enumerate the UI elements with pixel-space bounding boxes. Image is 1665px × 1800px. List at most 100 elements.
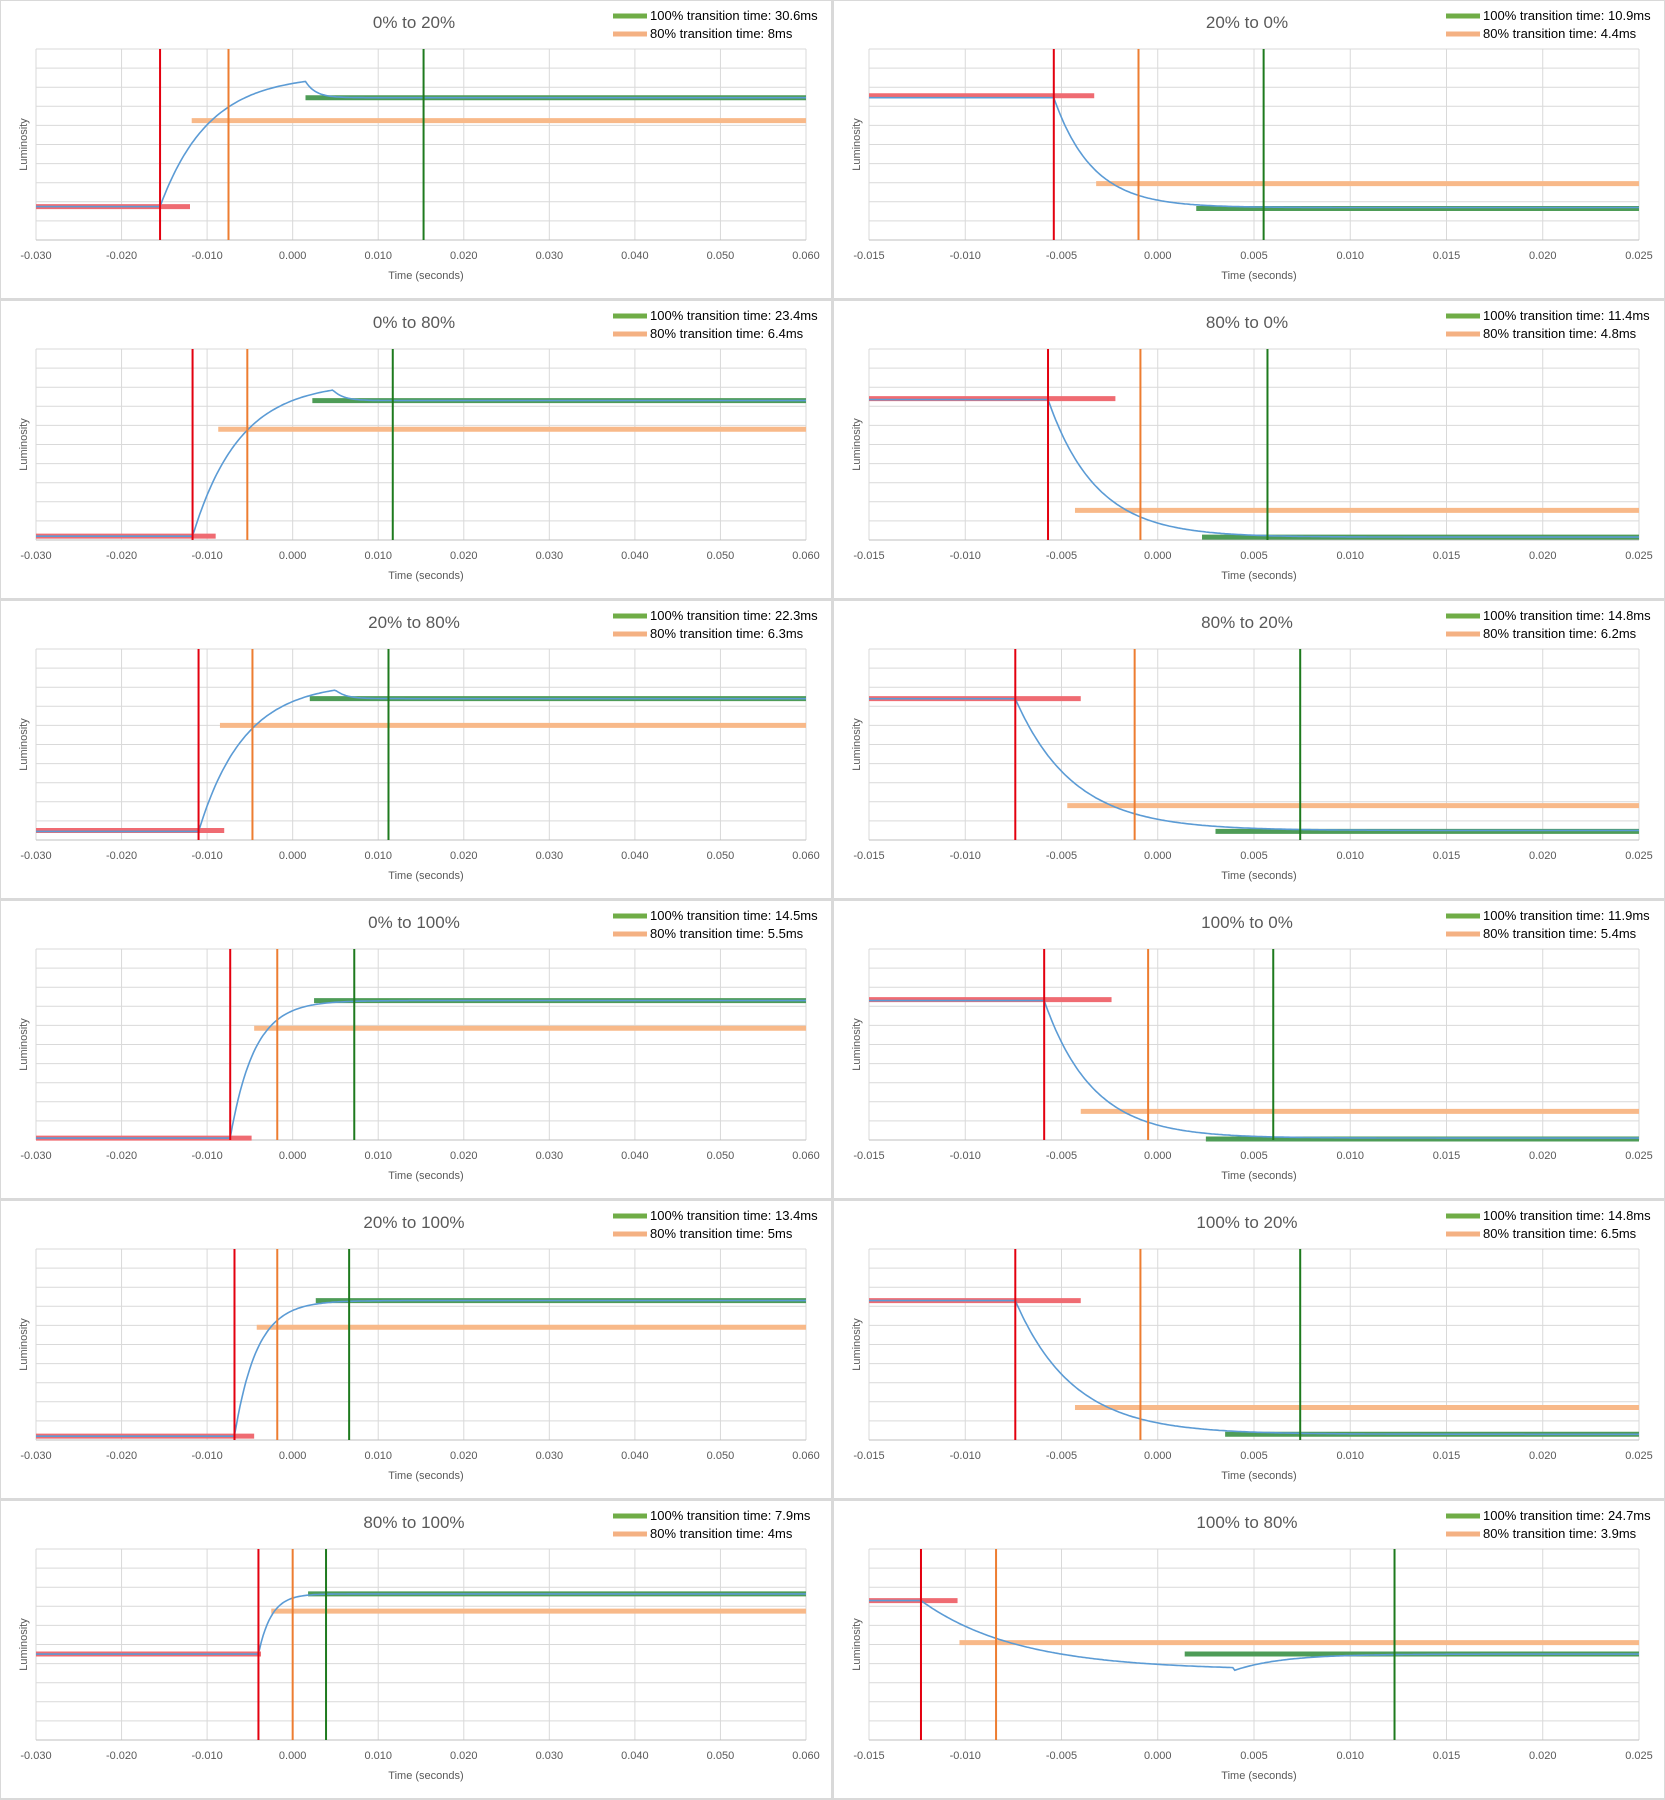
x-tick-label: -0.010 [192,550,223,562]
x-axis-label: Time (seconds) [388,1770,463,1782]
x-tick-label: 0.015 [1433,1450,1461,1462]
chart-svg: -0.030 -0.020 -0.010 0.000 0.010 0.020 0.030 0.… [18,1508,820,1782]
x-tick-label: -0.030 [20,1150,51,1162]
x-tick-label: 0.030 [536,250,564,262]
x-tick-label: 0.020 [1529,250,1557,262]
x-tick-label: -0.030 [20,1750,51,1762]
chart-panel: -0.015 -0.010 -0.005 0.000 0.005 0.010 0.015 0.… [834,1501,1664,1798]
x-tick-label: 0.000 [279,1150,307,1162]
chart-svg: -0.015 -0.010 -0.005 0.000 0.005 0.010 0.015 0.… [851,1208,1653,1482]
x-tick-label: -0.015 [853,250,884,262]
x-tick-label: -0.020 [106,550,137,562]
chart-title: 0% to 100% [368,913,460,932]
x-tick-label: 0.010 [1336,250,1364,262]
x-tick-label: -0.030 [20,1450,51,1462]
y-axis-label: Luminosity [18,1018,30,1071]
luminosity-curve [36,1593,806,1655]
x-tick-label: 0.010 [1336,1750,1364,1762]
x-tick-label: -0.020 [106,250,137,262]
legend-text-80: 80% transition time: 6.4ms [650,326,804,341]
x-tick-label: 0.050 [707,550,735,562]
x-tick-label: -0.030 [20,250,51,262]
chart-title: 20% to 100% [363,1213,464,1232]
x-tick-label: -0.030 [20,550,51,562]
x-tick-label: 0.040 [621,850,649,862]
x-tick-label: -0.010 [192,1450,223,1462]
x-tick-label: 0.040 [621,1450,649,1462]
x-tick-label: -0.010 [192,1750,223,1762]
y-axis-label: Luminosity [18,418,30,471]
x-tick-label: 0.040 [621,550,649,562]
x-tick-label: 0.020 [1529,550,1557,562]
x-axis-label: Time (seconds) [1221,1470,1296,1482]
x-tick-label: 0.000 [279,850,307,862]
chart-title: 100% to 20% [1196,1213,1297,1232]
x-tick-label: 0.010 [1336,850,1364,862]
x-tick-label: 0.010 [364,1150,392,1162]
luminosity-curve [36,1299,806,1437]
x-tick-label: 0.005 [1240,850,1268,862]
x-tick-label: -0.005 [1046,250,1077,262]
chart-panel: -0.030 -0.020 -0.010 0.000 0.010 0.020 0.030 0.… [1,1501,831,1798]
chart-title: 100% to 0% [1201,913,1293,932]
x-tick-label: 0.040 [621,1750,649,1762]
x-tick-label: 0.025 [1625,1150,1653,1162]
x-tick-label: -0.020 [106,1450,137,1462]
legend-text-100: 100% transition time: 23.4ms [650,308,818,323]
chart-svg: -0.030 -0.020 -0.010 0.000 0.010 0.020 0.030 0.… [18,308,820,582]
chart-panel: -0.015 -0.010 -0.005 0.000 0.005 0.010 0.015 0.… [834,301,1664,598]
chart-panel: -0.015 -0.010 -0.005 0.000 0.005 0.010 0.015 0.… [834,901,1664,1198]
y-axis-label: Luminosity [18,118,30,171]
x-axis-label: Time (seconds) [388,870,463,882]
luminosity-curve [869,96,1639,209]
x-tick-label: 0.020 [450,250,478,262]
x-axis-label: Time (seconds) [1221,1770,1296,1782]
x-axis-label: Time (seconds) [388,1170,463,1182]
luminosity-curve [869,1299,1639,1436]
chart-title: 0% to 80% [373,313,455,332]
x-tick-label: 0.015 [1433,850,1461,862]
y-axis-label: Luminosity [851,718,863,771]
x-tick-label: 0.030 [536,1750,564,1762]
chart-title: 80% to 0% [1206,313,1288,332]
legend-text-80: 80% transition time: 3.9ms [1483,1526,1637,1541]
x-tick-label: 0.010 [1336,550,1364,562]
x-tick-label: 0.060 [792,550,820,562]
x-tick-label: 0.000 [279,1750,307,1762]
x-tick-label: 0.000 [279,1450,307,1462]
chart-panel: -0.030 -0.020 -0.010 0.000 0.010 0.020 0.030 0.… [1,1,831,298]
chart-panel: -0.015 -0.010 -0.005 0.000 0.005 0.010 0.015 0.… [834,601,1664,898]
x-tick-label: 0.005 [1240,1150,1268,1162]
chart-panel: -0.030 -0.020 -0.010 0.000 0.010 0.020 0.030 0.… [1,1201,831,1498]
x-axis-label: Time (seconds) [1221,870,1296,882]
x-tick-label: 0.020 [1529,1150,1557,1162]
x-tick-label: -0.010 [192,1150,223,1162]
y-axis-label: Luminosity [18,1318,30,1371]
chart-svg: -0.015 -0.010 -0.005 0.000 0.005 0.010 0.015 0.… [851,1508,1653,1782]
x-axis-label: Time (seconds) [1221,270,1296,282]
x-tick-label: 0.025 [1625,850,1653,862]
legend-text-100: 100% transition time: 14.8ms [1483,1208,1651,1223]
x-tick-label: 0.010 [364,250,392,262]
x-tick-label: 0.020 [1529,850,1557,862]
luminosity-curve [869,1599,1639,1672]
x-tick-label: -0.010 [950,1150,981,1162]
x-tick-label: -0.005 [1046,550,1077,562]
x-tick-label: -0.015 [853,850,884,862]
chart-svg: -0.015 -0.010 -0.005 0.000 0.005 0.010 0.015 0.… [851,908,1653,1182]
legend-text-80: 80% transition time: 6.3ms [650,626,804,641]
x-axis-label: Time (seconds) [1221,570,1296,582]
x-tick-label: -0.030 [20,850,51,862]
x-tick-label: 0.020 [450,1750,478,1762]
x-tick-label: 0.000 [1144,850,1172,862]
x-tick-label: 0.040 [621,1150,649,1162]
x-tick-label: -0.010 [950,250,981,262]
x-tick-label: 0.010 [1336,1150,1364,1162]
x-axis-label: Time (seconds) [388,1470,463,1482]
x-tick-label: -0.005 [1046,1150,1077,1162]
x-tick-label: 0.000 [279,550,307,562]
chart-title: 100% to 80% [1196,1513,1297,1532]
x-tick-label: 0.050 [707,850,735,862]
x-tick-label: 0.010 [364,1450,392,1462]
